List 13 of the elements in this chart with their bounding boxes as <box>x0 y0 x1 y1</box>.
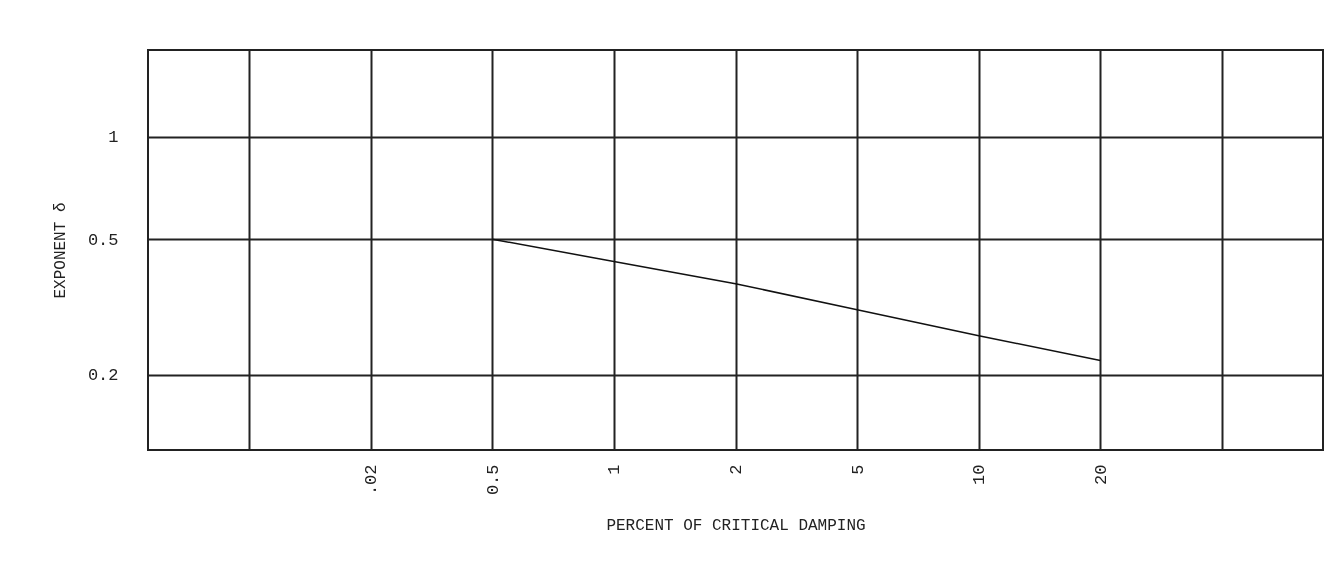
y-tick-label: 0.5 <box>87 230 119 250</box>
y-tick-label: 0.2 <box>87 366 119 386</box>
x-axis-title: PERCENT OF CRITICAL DAMPING <box>606 517 866 536</box>
line-series <box>491 238 1102 362</box>
x-tick-label: 5 <box>848 464 868 475</box>
x-tick-label: 1 <box>605 464 625 475</box>
y-tick-label: 1 <box>108 128 119 148</box>
x-tick-label: .02 <box>362 464 382 496</box>
x-tick-label: 0.5 <box>483 464 503 496</box>
x-tick-label: 10 <box>970 464 990 485</box>
x-tick-label: 2 <box>727 464 746 475</box>
x-tick-label: 20 <box>1091 464 1111 485</box>
y-axis-title: EXPONENT δ <box>51 202 70 299</box>
